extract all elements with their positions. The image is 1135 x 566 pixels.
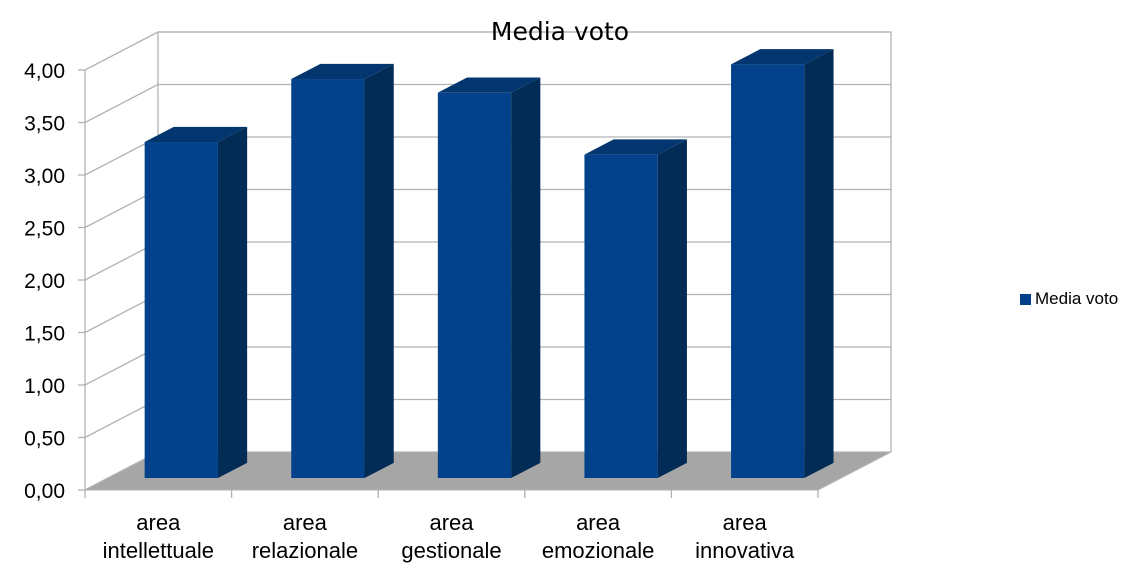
bar xyxy=(291,63,394,479)
y-tick-label: 1,00 xyxy=(24,375,65,398)
bar-top xyxy=(437,77,541,93)
bar xyxy=(437,77,541,479)
bar-side xyxy=(804,49,834,479)
bar xyxy=(144,126,248,479)
legend-label: Media voto xyxy=(1035,289,1118,308)
y-tick-label: 0,50 xyxy=(24,428,65,451)
bar-top xyxy=(731,49,834,65)
bar-front xyxy=(584,154,658,479)
y-tick-label: 2,00 xyxy=(24,270,65,293)
bar-side xyxy=(364,63,394,479)
bar-front xyxy=(437,92,512,479)
x-category-label: area relazionale xyxy=(252,510,358,563)
bar xyxy=(584,139,687,479)
bar-front xyxy=(291,79,365,479)
bar-top xyxy=(144,126,248,143)
side-gridline xyxy=(84,31,159,71)
bar-side xyxy=(657,139,687,479)
x-category-label: area innovativa xyxy=(695,510,795,563)
x-category-label: area gestionale xyxy=(401,510,501,563)
side-gridline xyxy=(84,83,159,124)
y-tick-label: 0,00 xyxy=(24,480,65,503)
bars xyxy=(144,49,834,479)
bar-side xyxy=(511,77,541,479)
y-tick-label: 1,50 xyxy=(24,323,65,346)
y-tick-label: 3,00 xyxy=(24,165,65,188)
bar-front xyxy=(144,142,218,479)
bar xyxy=(731,49,834,479)
bar-top xyxy=(291,63,394,80)
chart-title: Media voto xyxy=(491,17,629,46)
y-tick-label: 2,50 xyxy=(24,218,65,241)
x-category-label: area intellettuale xyxy=(103,510,214,563)
legend: Media voto xyxy=(1020,289,1118,308)
bar-top xyxy=(584,139,687,155)
y-axis-tick-labels: 0,00 0,50 1,00 1,50 2,00 2,50 3,00 3,50 4,00 xyxy=(24,60,65,503)
x-axis-category-labels: area intellettuale area relazionale area gest… xyxy=(103,510,795,563)
x-category-label: area emozionale xyxy=(542,510,655,563)
y-tick-label: 4,00 xyxy=(24,60,65,83)
bar-front xyxy=(731,64,805,479)
legend-swatch xyxy=(1020,294,1031,305)
bar-side xyxy=(217,126,248,479)
y-tick-label: 3,50 xyxy=(24,113,65,136)
